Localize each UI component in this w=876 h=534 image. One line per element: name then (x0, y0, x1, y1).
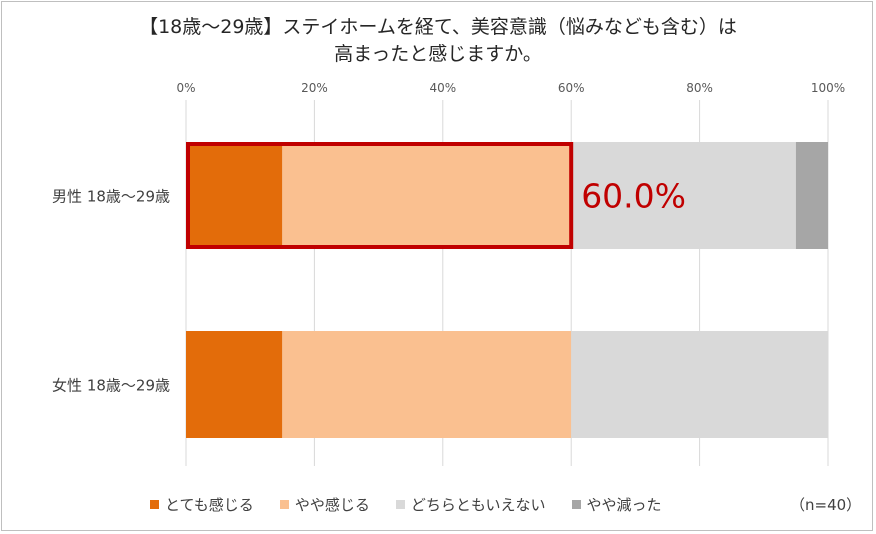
legend: とても感じる やや感じる どちらともいえない やや減った (150, 494, 710, 515)
chart-title-line1: 【18歳～29歳】ステイホームを経て、美容意識（悩みなども含む）は (139, 16, 737, 38)
category-label: 女性 18歳～29歳 (52, 377, 170, 395)
bar-segment (186, 142, 283, 249)
x-tick-labels: 0% 20% 40% 60% 80% 100% (176, 81, 845, 95)
category-label: 男性 18歳～29歳 (52, 188, 170, 206)
x-tick-label: 40% (429, 81, 456, 95)
legend-item: どちらともいえない (395, 494, 546, 515)
sample-size-note: （n=40） (790, 496, 862, 514)
x-tick-label: 80% (686, 81, 713, 95)
bar-segment (282, 331, 572, 438)
bar-segment (571, 142, 796, 249)
x-tick-label: 20% (301, 81, 328, 95)
legend-label: どちらともいえない (410, 496, 546, 514)
legend-label: とても感じる (165, 496, 254, 514)
legend-label: やや減った (586, 496, 662, 514)
legend-swatch (150, 500, 159, 509)
legend-label: やや感じる (294, 496, 370, 514)
legend-item: やや感じる (279, 494, 370, 515)
legend-item: やや減った (571, 494, 662, 515)
legend-item: とても感じる (150, 494, 254, 515)
bar-segment (186, 331, 283, 438)
legend-swatch (279, 500, 289, 509)
x-tick-label: 100% (811, 81, 845, 95)
highlight: 60.0% (186, 142, 686, 249)
chart-title-line2: 高まったと感じますか。 (334, 43, 542, 65)
highlight-box (186, 142, 574, 249)
bars (186, 142, 828, 438)
chart-title: 【18歳～29歳】ステイホームを経て、美容意識（悩みなども含む）は 高まったと感… (0, 14, 876, 68)
x-tick-label: 0% (176, 81, 195, 95)
highlight-label: 60.0% (581, 177, 686, 216)
legend-swatch (395, 500, 405, 509)
bar-segment (282, 142, 572, 249)
bar-segment (795, 142, 828, 249)
bar-segment (571, 331, 828, 438)
x-tick-label: 60% (558, 81, 585, 95)
legend-swatch (571, 500, 581, 509)
